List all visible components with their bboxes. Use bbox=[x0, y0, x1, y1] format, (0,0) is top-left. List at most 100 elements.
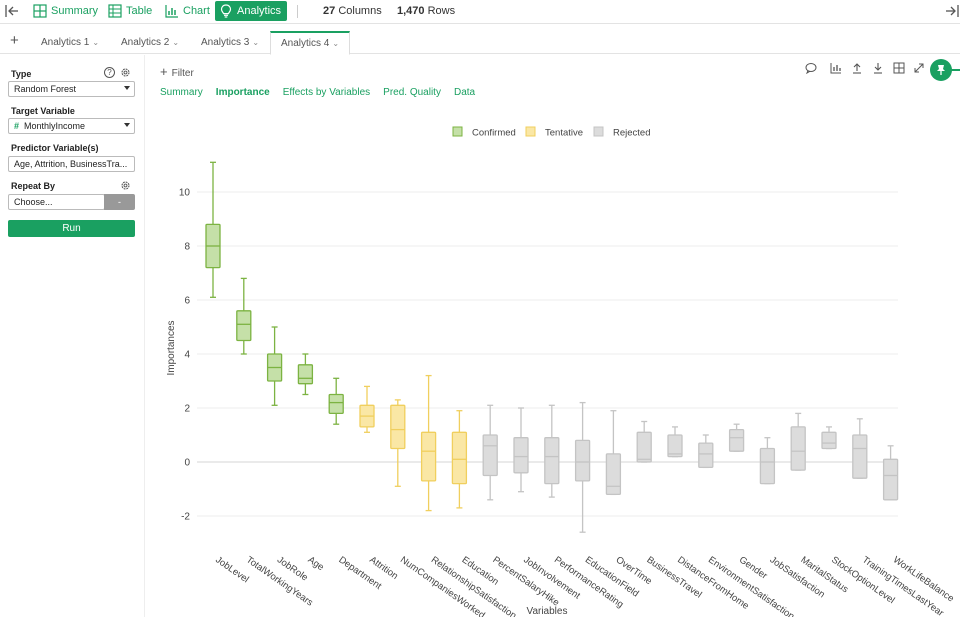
summary-grid-icon bbox=[33, 4, 47, 18]
bar-chart-icon bbox=[165, 5, 178, 18]
box-TrainingTimesLastYear[interactable] bbox=[852, 418, 868, 479]
chevron-down-icon[interactable]: ⌄ bbox=[92, 38, 100, 47]
box-PerformanceRating[interactable] bbox=[544, 404, 560, 498]
comment-icon[interactable] bbox=[805, 62, 817, 74]
analytics-view-button[interactable]: Analytics bbox=[215, 1, 288, 21]
add-tab-icon[interactable]: + bbox=[10, 32, 19, 49]
y-axis-label: Importances bbox=[166, 320, 177, 375]
gear-icon[interactable] bbox=[120, 180, 131, 191]
box-Education[interactable] bbox=[451, 410, 468, 509]
box-RelationshipSatisfaction[interactable] bbox=[420, 374, 437, 512]
run-button[interactable]: Run bbox=[8, 220, 135, 237]
box-NumCompaniesWorked[interactable] bbox=[390, 399, 406, 487]
toolbar-divider bbox=[297, 5, 298, 18]
box-JobSatisfaction[interactable] bbox=[759, 437, 776, 485]
iqr-box bbox=[328, 393, 344, 415]
chevron-down-icon[interactable]: ⌄ bbox=[252, 38, 260, 47]
type-label: Type bbox=[11, 69, 32, 79]
tab-label: Analytics 1 bbox=[41, 37, 90, 48]
tab-label: Analytics 4 bbox=[281, 38, 330, 49]
box-JobInvolvement[interactable] bbox=[513, 407, 529, 493]
box-TotalWorkingYears[interactable] bbox=[236, 277, 252, 355]
box-StockOptionLevel[interactable] bbox=[821, 426, 837, 450]
tab-analytics-3[interactable]: Analytics 3 ⌄ bbox=[201, 31, 259, 54]
box-WorkLifeBalance[interactable] bbox=[882, 445, 899, 501]
box-JobLevel[interactable] bbox=[205, 161, 221, 298]
box-OverTime[interactable] bbox=[605, 410, 622, 496]
target-variable-select[interactable]: # MonthlyIncome bbox=[8, 118, 135, 134]
collapse-right-panel-icon[interactable] bbox=[945, 3, 959, 19]
layout-grid-icon[interactable] bbox=[893, 62, 905, 74]
box-EducationField[interactable] bbox=[574, 401, 591, 533]
x-tick-label: Age bbox=[306, 554, 326, 573]
repeat-by-select[interactable]: Choose... bbox=[8, 194, 105, 210]
iqr-box bbox=[728, 428, 745, 452]
chart-type-icon[interactable] bbox=[830, 62, 842, 74]
add-filter-button[interactable]: + Filter bbox=[160, 64, 194, 79]
target-variable-value: MonthlyIncome bbox=[24, 121, 86, 131]
legend-swatch-confirmed bbox=[452, 126, 463, 137]
y-tick-label: 8 bbox=[184, 242, 190, 253]
iqr-box bbox=[852, 434, 868, 479]
repeat-by-label: Repeat By bbox=[11, 181, 56, 191]
importance-box-plot: -2 0 2 4 6 8 10 Importances Variables Confirmed Te… bbox=[166, 126, 956, 617]
chart-view-button[interactable]: Chart bbox=[165, 1, 210, 21]
iqr-box bbox=[574, 439, 591, 482]
iqr-box bbox=[667, 434, 683, 458]
summary-view-button[interactable]: Summary bbox=[33, 1, 98, 21]
plus-icon: + bbox=[160, 64, 168, 79]
subtab-effects-by-variables[interactable]: Effects by Variables bbox=[282, 87, 371, 98]
export-icon[interactable] bbox=[851, 62, 863, 74]
caret-down-icon bbox=[124, 86, 130, 90]
pin-button[interactable] bbox=[930, 59, 952, 81]
top-toolbar: Summary Table Chart Analytics 27 Columns bbox=[0, 0, 960, 24]
y-tick-label: -2 bbox=[181, 512, 190, 523]
box-Age[interactable] bbox=[297, 353, 314, 396]
predictor-variables-label: Predictor Variable(s) bbox=[11, 143, 99, 153]
iqr-box bbox=[636, 431, 652, 463]
table-view-button[interactable]: Table bbox=[108, 1, 152, 21]
collapse-panel-icon[interactable] bbox=[5, 3, 19, 19]
rows-count: 1,470 bbox=[397, 5, 425, 17]
help-icon[interactable]: ? bbox=[104, 67, 115, 78]
iqr-box bbox=[698, 442, 714, 469]
box-Gender[interactable] bbox=[728, 423, 745, 452]
tab-analytics-1[interactable]: Analytics 1 ⌄ bbox=[41, 31, 99, 54]
box-JobRole[interactable] bbox=[266, 326, 283, 406]
legend-swatch-rejected bbox=[593, 126, 604, 137]
box-Department[interactable] bbox=[328, 377, 344, 425]
type-select-value: Random Forest bbox=[14, 84, 77, 94]
box-EnvironmentSatisfaction[interactable] bbox=[698, 434, 714, 469]
iqr-box bbox=[297, 364, 314, 385]
dataset-size: 27 Columns 1,470 Rows bbox=[323, 5, 455, 17]
iqr-box bbox=[390, 404, 406, 450]
tab-analytics-4[interactable]: Analytics 4 ⌄ bbox=[270, 31, 351, 55]
gear-icon[interactable] bbox=[120, 67, 131, 78]
box-MaritalStatus[interactable] bbox=[790, 412, 806, 471]
box-PercentSalaryHike[interactable] bbox=[482, 404, 498, 501]
box-BusinessTravel[interactable] bbox=[636, 420, 652, 463]
subtab-pred-quality[interactable]: Pred. Quality bbox=[383, 87, 441, 98]
subtab-summary[interactable]: Summary bbox=[160, 87, 203, 98]
repeat-by-clear-button[interactable]: - bbox=[104, 194, 135, 210]
predictor-variables-field[interactable]: Age, Attrition, BusinessTra... bbox=[8, 156, 135, 172]
box-Attrition[interactable] bbox=[359, 385, 375, 433]
tab-analytics-2[interactable]: Analytics 2 ⌄ bbox=[121, 31, 179, 54]
iqr-box bbox=[513, 437, 529, 474]
iqr-box bbox=[790, 426, 806, 471]
filter-label: Filter bbox=[171, 68, 194, 79]
type-select[interactable]: Random Forest bbox=[8, 81, 135, 97]
chevron-down-icon[interactable]: ⌄ bbox=[172, 38, 180, 47]
x-axis-label: Variables bbox=[527, 606, 568, 617]
y-tick-label: 2 bbox=[184, 404, 190, 415]
iqr-box bbox=[882, 458, 899, 501]
expand-icon[interactable] bbox=[913, 62, 925, 74]
download-icon[interactable] bbox=[872, 62, 884, 74]
subtab-importance[interactable]: Importance bbox=[215, 87, 270, 98]
subtab-data[interactable]: Data bbox=[453, 87, 476, 98]
iqr-box bbox=[544, 437, 560, 485]
y-tick-label: 4 bbox=[184, 350, 190, 361]
box-DistanceFromHome[interactable] bbox=[667, 426, 683, 458]
chevron-down-icon[interactable]: ⌄ bbox=[332, 39, 340, 48]
iqr-box bbox=[821, 431, 837, 450]
